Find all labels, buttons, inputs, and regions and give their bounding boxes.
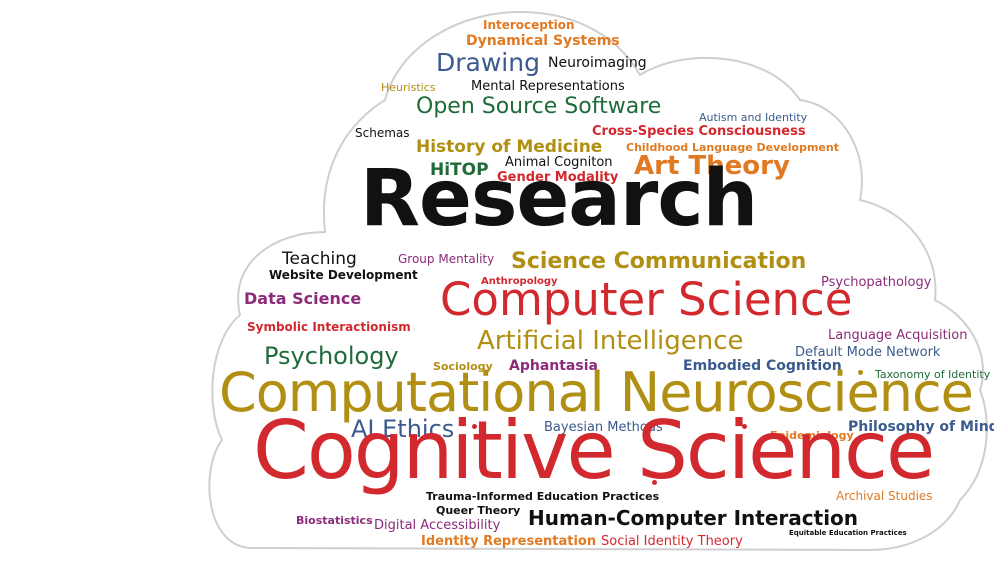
word-teaching: Teaching — [282, 249, 357, 269]
word-bayesian-methods: Bayesian Methods — [544, 420, 663, 435]
word-computational-neuroscience: Computational Neuroscience — [219, 361, 974, 424]
word-psychopathology: Psychopathology — [821, 275, 932, 290]
word-artificial-intelligence: Artificial Intelligence — [477, 326, 744, 356]
word-data-science: Data Science — [244, 289, 362, 308]
word-gender-modality: Gender Modality — [497, 170, 619, 185]
word-neuroimaging: Neuroimaging — [548, 55, 647, 71]
word-trauma-informed-education-practices: Trauma-Informed Education Practices — [426, 490, 660, 503]
word-language-acquisition: Language Acquisition — [828, 328, 968, 343]
word-science-communication: Science Communication — [511, 249, 807, 274]
word-interoception: Interoception — [483, 18, 575, 32]
word-psychology: Psychology — [264, 342, 399, 370]
word-default-mode-network: Default Mode Network — [795, 345, 941, 360]
word-aphantasia: Aphantasia — [509, 358, 598, 374]
word-website-development: Website Development — [269, 268, 418, 282]
word-social-identity-theory: Social Identity Theory — [601, 534, 743, 549]
word-mental-representations: Mental Representations — [471, 79, 625, 94]
decorative-dot — [472, 424, 477, 429]
word-sociology: Sociology — [433, 360, 493, 373]
word-open-source-software: Open Source Software — [416, 94, 662, 119]
word-drawing: Drawing — [436, 48, 540, 77]
decorative-dot — [652, 480, 657, 485]
decorative-dot — [858, 370, 863, 375]
word-history-of-medicine: History of Medicine — [416, 137, 603, 157]
word-autism-and-identity: Autism and Identity — [699, 111, 808, 124]
word-archival-studies: Archival Studies — [836, 489, 933, 503]
word-childhood-language-development: Childhood Language Development — [626, 141, 839, 154]
word-epidemiology: Epidemiology — [770, 429, 854, 442]
word-identity-representation: Identity Representation — [421, 534, 597, 549]
word-philosophy-of-mind: Philosophy of Mind — [848, 419, 994, 435]
word-group-mentality: Group Mentality — [398, 252, 495, 266]
word-equitable-education-practices: Equitable Education Practices — [789, 529, 907, 537]
word-digital-accessibility: Digital Accessibility — [374, 518, 501, 533]
word-computer-science: Computer Science — [440, 273, 853, 326]
word-art-theory: Art Theory — [634, 151, 790, 181]
word-cross-species-consciousness: Cross-Species Consciousness — [592, 124, 806, 139]
word-human-computer-interaction: Human-Computer Interaction — [528, 506, 859, 530]
word-embodied-cognition: Embodied Cognition — [683, 358, 842, 374]
word-ai-ethics: AI Ethics — [351, 415, 455, 443]
word-heuristics: Heuristics — [381, 81, 436, 94]
word-animal-cogniton: Animal Cogniton — [505, 155, 613, 170]
word-research: Research — [360, 154, 758, 244]
word-taxonomy-of-identity: Taxonomy of Identity — [875, 368, 991, 381]
word-dynamical-systems: Dynamical Systems — [466, 33, 620, 49]
word-queer-theory: Queer Theory — [436, 504, 521, 517]
word-biostatistics: Biostatistics — [296, 514, 373, 527]
word-cognitive-science: Cognitive Science — [253, 404, 935, 497]
word-hitop: HiTOP — [430, 160, 489, 180]
word-anthropology: Anthropology — [481, 276, 558, 287]
word-schemas: Schemas — [355, 126, 410, 140]
decorative-dot — [742, 424, 747, 429]
word-symbolic-interactionism: Symbolic Interactionism — [247, 320, 411, 334]
